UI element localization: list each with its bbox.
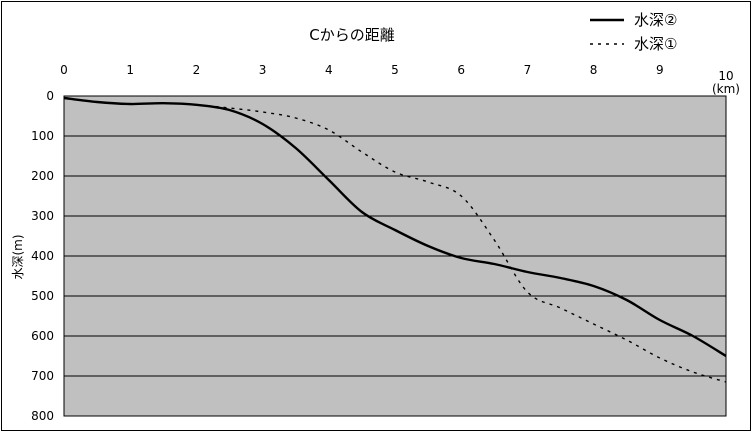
y-tick-label: 0 — [46, 89, 54, 103]
x-tick-label: 0 — [60, 63, 68, 77]
x-tick-label: 2 — [193, 63, 201, 77]
legend-label-series-1: 水深① — [634, 35, 677, 53]
series-group — [63, 96, 727, 383]
y-tick-label: 300 — [31, 209, 54, 223]
y-tick-label: 400 — [31, 249, 54, 263]
series-line-depth-2 — [63, 96, 727, 358]
x-tick-label: 5 — [391, 63, 399, 77]
y-tick-label: 200 — [31, 169, 54, 183]
legend: 水深② 水深① — [590, 11, 677, 53]
gridlines — [64, 135, 726, 377]
x-tick-label: 1 — [126, 63, 134, 77]
y-tick-label: 100 — [31, 129, 54, 143]
legend-label-series-2: 水深② — [634, 11, 677, 29]
x-axis-ticks: 0 1 2 3 4 5 6 7 8 9 10 — [60, 63, 733, 83]
x-tick-label: 7 — [524, 63, 532, 77]
y-tick-label: 500 — [31, 289, 54, 303]
y-axis-label: 水深(m) — [11, 234, 25, 279]
x-tick-label: 9 — [656, 63, 664, 77]
x-tick-label: 6 — [457, 63, 465, 77]
y-tick-label: 700 — [31, 369, 54, 383]
x-tick-label: 10 — [718, 69, 733, 83]
y-tick-label: 600 — [31, 329, 54, 343]
x-tick-label: 3 — [259, 63, 267, 77]
y-tick-label: 800 — [31, 409, 54, 423]
y-axis-ticks: 0 100 200 300 400 500 600 700 800 — [31, 89, 54, 423]
series-line-depth-1 — [63, 97, 727, 383]
chart-title: Cからの距離 — [309, 26, 394, 44]
x-tick-label: 8 — [590, 63, 598, 77]
x-tick-label: 4 — [325, 63, 333, 77]
x-axis-unit: (km) — [712, 82, 740, 96]
